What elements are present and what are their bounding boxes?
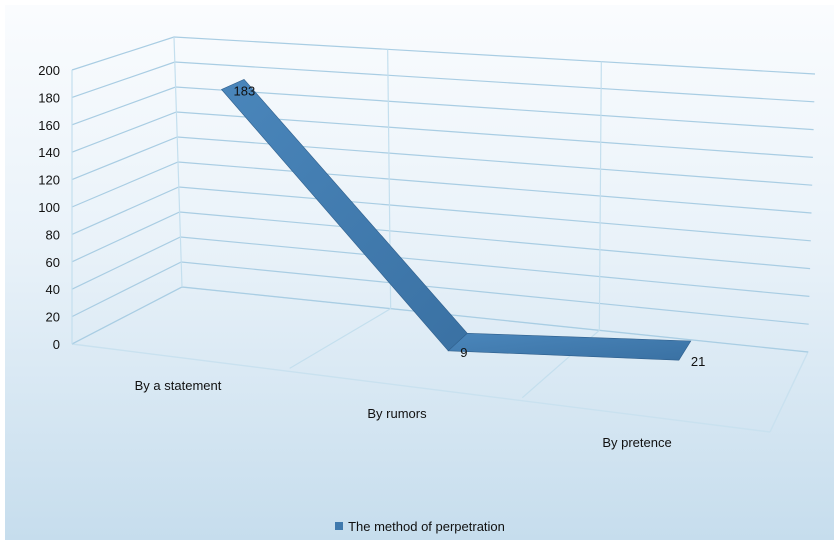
y-tick-label: 180 (38, 90, 60, 105)
legend-swatch-icon (335, 522, 344, 530)
series-segment (447, 332, 692, 361)
x-category-label: By rumors (367, 406, 427, 421)
y-tick-label: 20 (46, 310, 60, 325)
x-axis: By a statement By rumors By pretence (135, 378, 672, 450)
gridline (71, 111, 813, 158)
y-tick-label: 120 (38, 173, 60, 188)
gridline (71, 136, 813, 186)
x-category-label: By a statement (135, 378, 222, 393)
y-tick-label: 200 (38, 63, 60, 78)
gridline (71, 36, 816, 75)
y-tick-label: 60 (46, 255, 60, 270)
y-tick-label: 160 (38, 118, 60, 133)
gridline (71, 86, 814, 131)
floor-divider (289, 308, 391, 369)
data-label: 183 (234, 84, 256, 99)
data-label: 21 (691, 354, 705, 369)
series-segment (221, 79, 468, 352)
legend-label: The method of perpetration (348, 519, 505, 534)
data-label: 9 (460, 345, 467, 360)
back-left-edge (173, 36, 183, 288)
vertical-gridline (598, 61, 602, 331)
y-tick-label: 0 (53, 337, 60, 352)
gridline (71, 186, 811, 242)
y-axis: 0 20 40 60 80 100 120 140 160 180 200 (38, 63, 60, 352)
gridline (71, 211, 811, 270)
x-category-label: By pretence (602, 435, 671, 450)
data-labels: 183 9 21 (234, 84, 706, 370)
y-tick-label: 140 (38, 145, 60, 160)
gridlines (71, 36, 816, 399)
series-ribbon (221, 79, 692, 361)
y-tick-label: 100 (38, 200, 60, 215)
y-tick-label: 80 (46, 227, 60, 242)
y-tick-label: 40 (46, 282, 60, 297)
floor-front-edge (71, 343, 771, 433)
legend: The method of perpetration (0, 519, 840, 534)
